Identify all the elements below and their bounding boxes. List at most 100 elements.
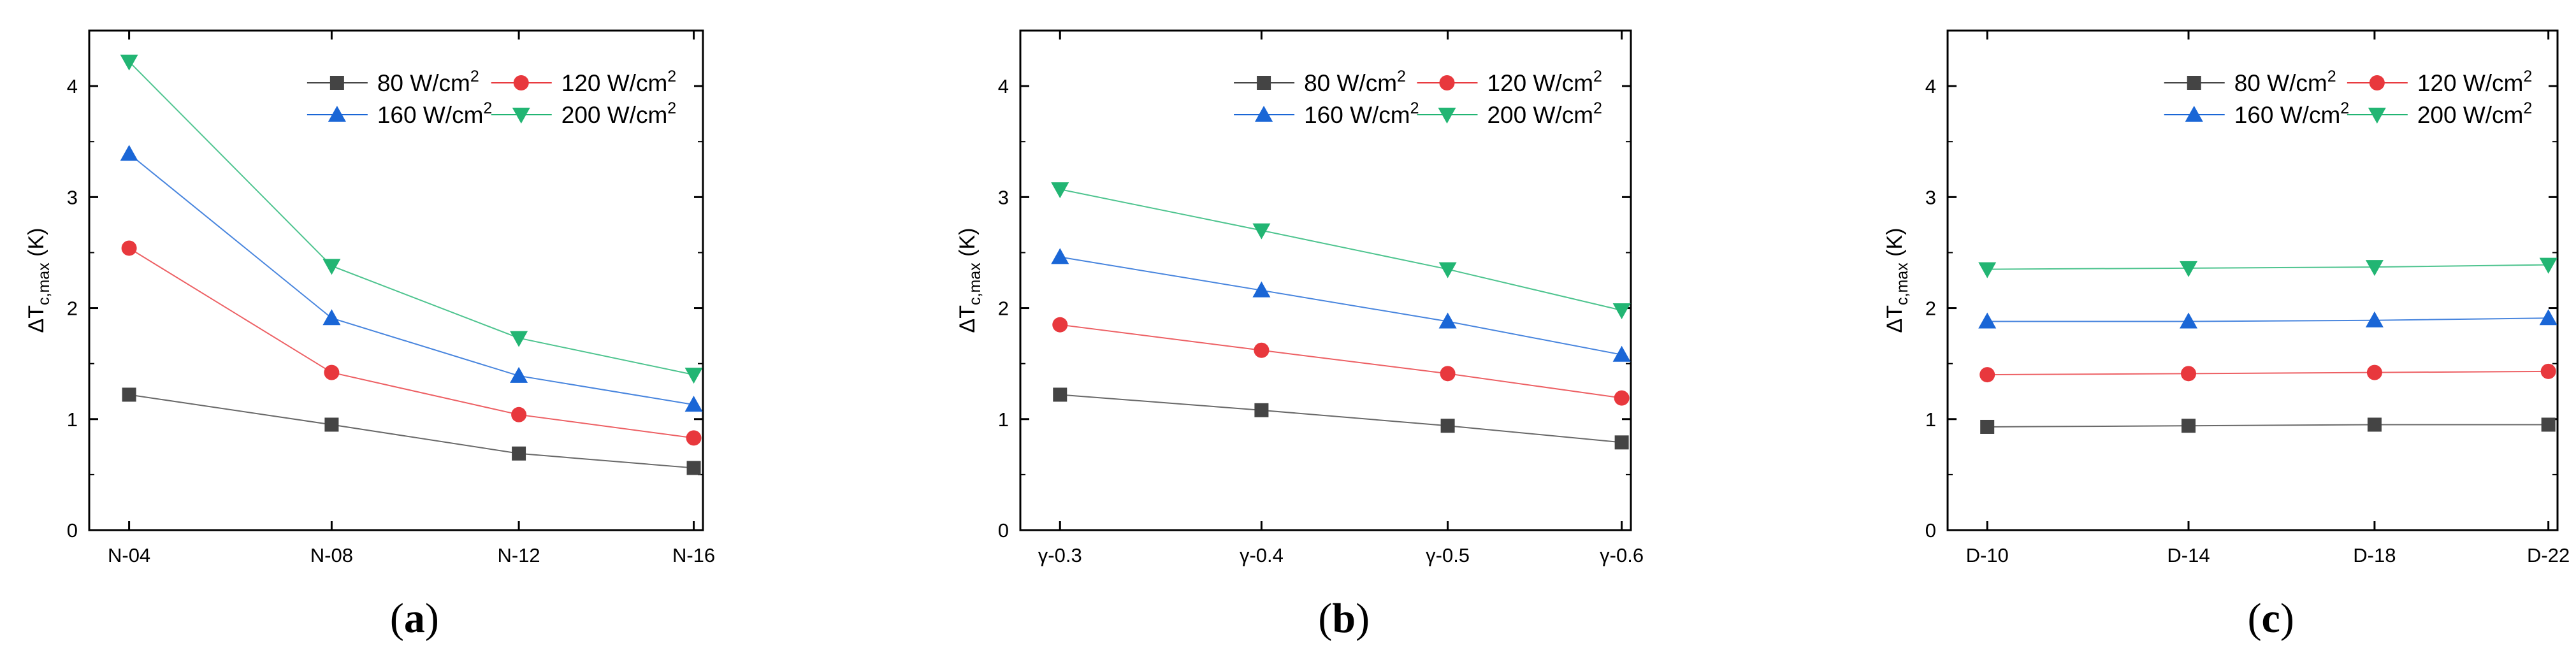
panel-c: 0 1 2 3 4 D-10 D-14 D-18 D-22 ΔTc,max (K) 80 W/cm2… [1883, 29, 2570, 642]
y-axis-title: ΔTc,max (K) [24, 228, 53, 333]
series-line [1060, 189, 1622, 312]
legend-marker [2369, 75, 2385, 90]
plot-frame [1946, 29, 2559, 531]
x-tick-label: D-10 [1966, 544, 2009, 566]
y-tick-label: 3 [998, 186, 1009, 208]
data-point [1980, 419, 1995, 434]
x-tick-label: D-22 [2527, 544, 2570, 566]
y-tick-label: 3 [1925, 186, 1936, 208]
y-tick-label: 2 [998, 298, 1009, 320]
data-point [2366, 364, 2382, 380]
x-tick-label: N-08 [310, 544, 353, 566]
y-tick-label: 2 [67, 298, 78, 320]
y-tick-label: 1 [1925, 408, 1936, 431]
legend-marker [329, 76, 344, 90]
x-tick-label: γ-0.3 [1038, 544, 1082, 566]
data-point [1438, 312, 1457, 329]
panel-label: (a) [390, 595, 439, 642]
data-point [1254, 342, 1270, 358]
data-point [2539, 257, 2558, 274]
data-point [2182, 419, 2196, 433]
y-tick-label: 4 [1925, 75, 1936, 97]
x-tick-label: D-14 [2167, 544, 2210, 566]
legend-marker [512, 108, 530, 124]
data-point [2365, 260, 2384, 277]
legend-label: 200 W/cm2 [1487, 99, 1602, 128]
legend-label: 80 W/cm2 [2234, 68, 2336, 96]
series-line [1987, 317, 2549, 322]
y-tick-label: 2 [1925, 298, 1936, 320]
data-point [510, 331, 528, 347]
data-point [2365, 311, 2384, 327]
data-point [512, 446, 526, 461]
legend-label: 200 W/cm2 [561, 99, 676, 128]
y-tick-label: 4 [998, 75, 1009, 97]
data-point [2541, 417, 2556, 432]
legend-label: 120 W/cm2 [2417, 68, 2532, 96]
plot-frame [1019, 29, 1632, 531]
legend-marker [1438, 108, 1456, 124]
legend-label: 120 W/cm2 [1487, 68, 1602, 96]
series-line [1987, 370, 2549, 376]
legend-marker [513, 75, 529, 90]
legend-label: 160 W/cm2 [1304, 99, 1419, 128]
data-point [1979, 367, 1995, 383]
legend-label: 160 W/cm2 [377, 99, 492, 128]
data-point [686, 461, 701, 475]
data-point [1440, 419, 1455, 433]
panel-a: 0 1 2 3 4 N-04 N-08 N-12 N-16 ΔTc,max (K) 80 W/cm2… [24, 29, 715, 642]
plot-frame [88, 29, 704, 531]
legend-marker [2187, 76, 2201, 90]
x-tick-label: N-16 [672, 544, 715, 566]
data-point [686, 430, 702, 446]
data-point [1438, 262, 1457, 278]
legend-marker [1257, 76, 1271, 90]
series-line [129, 247, 694, 439]
x-tick-label: γ-0.4 [1240, 544, 1284, 566]
series-line [128, 153, 694, 406]
data-point [1252, 281, 1271, 298]
x-tick-label: γ-0.6 [1600, 544, 1644, 566]
data-point [120, 145, 138, 161]
legend-label: 80 W/cm2 [377, 68, 479, 96]
x-tick-label: γ-0.5 [1426, 544, 1470, 566]
x-tick-label: D-18 [2353, 544, 2396, 566]
data-point [684, 396, 703, 412]
series-line [1060, 324, 1622, 399]
y-tick-label: 0 [67, 519, 78, 542]
legend-marker [328, 106, 346, 122]
legend-label: 160 W/cm2 [2234, 99, 2349, 128]
data-point [1051, 248, 1069, 264]
legend-marker [1439, 75, 1455, 90]
y-tick-label: 0 [1925, 519, 1936, 542]
series-line [1060, 256, 1622, 356]
data-point [324, 417, 339, 432]
y-tick-label: 4 [67, 75, 78, 97]
panel-label: (c) [2248, 595, 2294, 642]
data-point [1052, 317, 1068, 333]
data-point [684, 368, 703, 384]
legend-marker [2368, 108, 2386, 124]
data-point [322, 309, 341, 326]
series-line [1987, 424, 2549, 428]
data-point [1978, 262, 1997, 278]
series-line [129, 394, 694, 469]
data-point [1440, 366, 1456, 382]
data-point [2180, 312, 2198, 329]
y-axis-title: ΔTc,max (K) [955, 228, 984, 333]
data-point [2540, 363, 2556, 379]
panel-label: (b) [1318, 595, 1370, 642]
y-tick-label: 3 [67, 186, 78, 208]
series-line [128, 61, 694, 376]
data-point [1053, 387, 1067, 402]
legend-label: 80 W/cm2 [1304, 68, 1406, 96]
data-point [1051, 182, 1069, 199]
y-tick-label: 0 [998, 519, 1009, 542]
x-tick-label: N-04 [108, 544, 150, 566]
data-point [322, 259, 341, 275]
data-point [324, 364, 340, 380]
panel-b: 0 1 2 3 4 γ-0.3 γ-0.4 γ-0.5 γ-0.6 ΔTc,max (K) 80 W… [955, 29, 1644, 642]
series-line [1987, 264, 2549, 270]
